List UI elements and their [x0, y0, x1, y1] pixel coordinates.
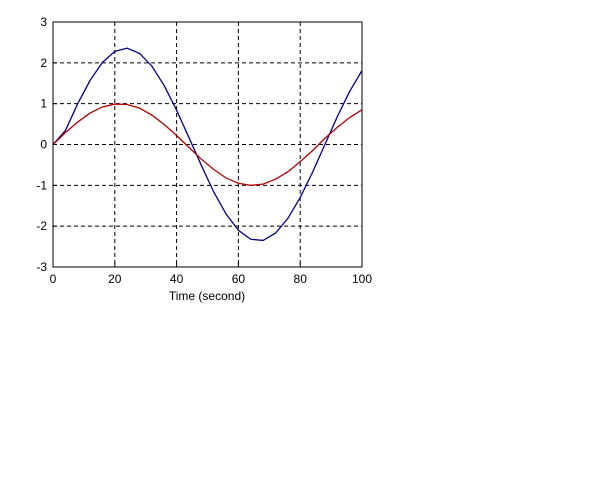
data-line [52, 103, 363, 186]
y-tick-label: 2 [40, 56, 47, 70]
x-axis-label: Time (second) [169, 289, 245, 303]
x-tick-label: 0 [50, 272, 57, 286]
y-tick-label: 0 [40, 138, 47, 152]
x-tick-label: 60 [232, 272, 246, 286]
y-tick-label: -2 [36, 219, 47, 233]
x-tick-label: 80 [294, 272, 308, 286]
y-tick-label: 1 [40, 97, 47, 111]
y-tick-label: -1 [36, 178, 47, 192]
x-tick-label: 100 [352, 272, 372, 286]
x-tick-label: 40 [170, 272, 184, 286]
x-tick-label: 20 [108, 272, 122, 286]
y-tick-label: 3 [40, 15, 47, 29]
y-tick-label: -3 [36, 260, 47, 274]
data-line [52, 47, 363, 242]
axes-frame [52, 21, 363, 268]
